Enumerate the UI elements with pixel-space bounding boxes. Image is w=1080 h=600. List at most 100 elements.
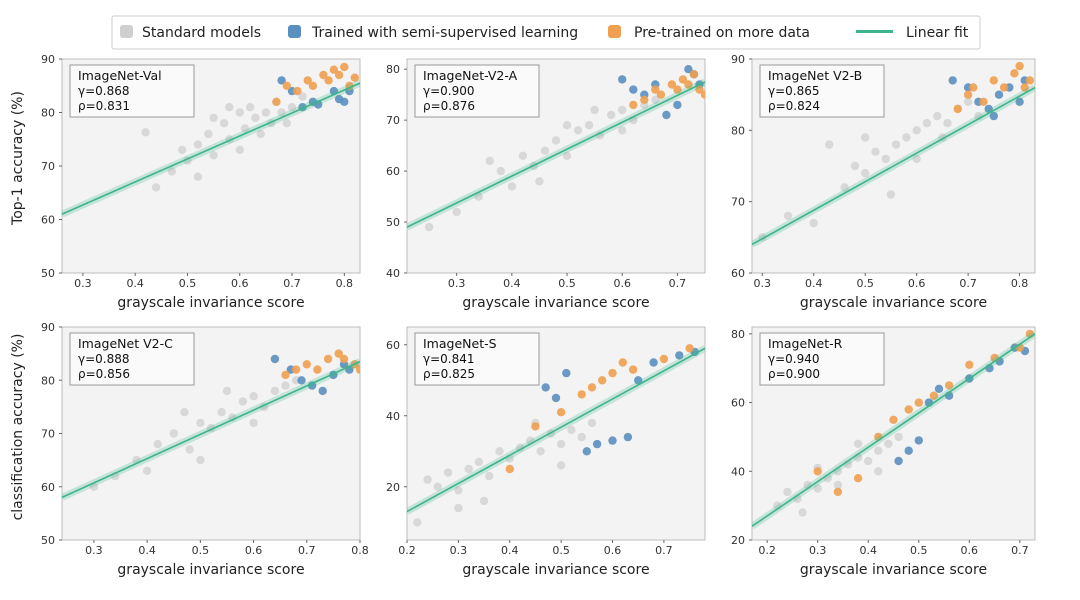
y-tick-label: 70 <box>41 428 55 441</box>
point-standard <box>963 97 973 107</box>
x-tick-label: 0.6 <box>245 544 263 557</box>
point-semi <box>948 76 957 85</box>
point-standard <box>556 439 566 449</box>
stats-box <box>414 332 540 386</box>
point-pretrained <box>291 365 301 374</box>
x-tick-label: 0.3 <box>450 544 468 557</box>
point-pretrained <box>673 85 682 94</box>
point-standard <box>151 183 161 192</box>
point-semi <box>634 376 643 385</box>
point-standard <box>185 445 194 454</box>
legend-marker-standard <box>120 25 133 38</box>
point-standard <box>556 461 566 470</box>
point-standard <box>225 103 234 112</box>
x-tick-label: 0.7 <box>959 277 977 290</box>
point-standard <box>551 136 561 145</box>
panel-2: 0.3 0.4 0.5 0.6 0.7 40 50 60 70 80 grayscale invar… <box>386 58 706 311</box>
point-semi <box>562 368 571 378</box>
point-standard <box>413 518 422 527</box>
point-standard <box>485 156 494 166</box>
point-pretrained <box>556 408 566 417</box>
rho-stat: ρ=0.900 <box>768 367 820 381</box>
point-semi <box>994 90 1004 99</box>
point-standard <box>209 151 218 160</box>
point-standard <box>217 408 226 417</box>
point-standard <box>861 133 870 142</box>
point-pretrained <box>833 487 843 497</box>
point-pretrained <box>689 70 699 79</box>
point-pretrained <box>684 80 693 89</box>
point-pretrained <box>324 76 333 85</box>
legend-label-semi: Trained with semi-supervised learning <box>311 25 578 41</box>
y-tick-label: 90 <box>41 53 55 66</box>
point-standard <box>424 222 434 232</box>
stats-box <box>759 332 885 386</box>
gamma-stat: γ=0.888 <box>78 352 130 366</box>
point-pretrained <box>303 76 312 85</box>
x-tick-label: 0.5 <box>856 277 874 290</box>
point-semi <box>618 75 627 84</box>
x-tick-label: 0.4 <box>503 277 521 290</box>
x-axis-label: grayscale invariance score <box>800 295 987 311</box>
y-tick-label: 50 <box>41 267 55 280</box>
panel-5-points <box>413 344 699 527</box>
y-tick-label: 60 <box>386 165 400 178</box>
point-pretrained <box>319 70 328 80</box>
point-semi <box>984 104 993 114</box>
x-tick-label: 0.5 <box>552 544 570 557</box>
point-pretrained <box>685 344 694 353</box>
point-standard <box>261 108 271 117</box>
x-tick-label: 0.3 <box>74 277 92 290</box>
point-standard <box>251 113 260 123</box>
gamma-stat: γ=0.900 <box>423 84 475 98</box>
point-standard <box>567 425 576 435</box>
point-semi <box>623 432 633 442</box>
point-standard <box>853 439 863 448</box>
panel-4: 0.3 0.4 0.5 0.6 0.7 0.8 50 60 70 80 90 grayscale in… <box>41 321 369 578</box>
legend-marker-semi <box>288 25 301 38</box>
point-standard <box>886 190 896 199</box>
point-semi <box>989 111 998 121</box>
gamma-stat: γ=0.841 <box>423 352 475 366</box>
point-pretrained <box>889 415 898 424</box>
legend-frame <box>111 15 981 50</box>
point-semi <box>894 456 903 466</box>
fit-line <box>62 82 360 215</box>
point-standard <box>204 129 213 139</box>
point-pretrained <box>659 354 669 364</box>
x-tick-label: 0.4 <box>126 277 144 290</box>
y-tick-label: 70 <box>731 196 745 209</box>
point-standard <box>167 167 176 176</box>
point-pretrained <box>587 383 597 392</box>
point-standard <box>535 177 544 186</box>
x-tick-label: 0.8 <box>1011 277 1029 290</box>
point-pretrained <box>577 390 586 399</box>
point-standard <box>809 218 818 228</box>
point-standard <box>452 207 461 217</box>
panels: 0.3 0.4 0.5 0.6 0.7 0.8 50 60 70 80 90 grayscale in… <box>41 53 1036 578</box>
point-standard <box>235 145 244 155</box>
y-tick-label: 80 <box>41 107 55 120</box>
x-tick-label: 0.6 <box>231 277 249 290</box>
point-standard <box>861 168 870 178</box>
point-pretrained <box>350 73 359 82</box>
point-semi <box>904 446 913 455</box>
x-axis-label: grayscale invariance score <box>117 562 304 578</box>
y-tick-label: 60 <box>731 267 745 280</box>
point-pretrained <box>667 80 677 89</box>
point-pretrained <box>1015 61 1024 71</box>
x-axis-label: grayscale invariance score <box>462 562 649 578</box>
x-tick-label: 0.5 <box>558 277 576 290</box>
point-pretrained <box>281 370 290 380</box>
point-pretrained <box>629 100 638 110</box>
point-pretrained <box>929 391 939 400</box>
row1-ylabel: Top-1 accuracy (%) <box>10 91 26 226</box>
point-standard <box>433 482 442 491</box>
gamma-stat: γ=0.868 <box>78 84 130 98</box>
point-standard <box>474 192 483 201</box>
point-standard <box>891 140 901 149</box>
point-standard <box>562 121 572 130</box>
point-standard <box>235 108 244 117</box>
y-tick-label: 90 <box>41 321 55 334</box>
point-semi <box>1015 97 1024 107</box>
